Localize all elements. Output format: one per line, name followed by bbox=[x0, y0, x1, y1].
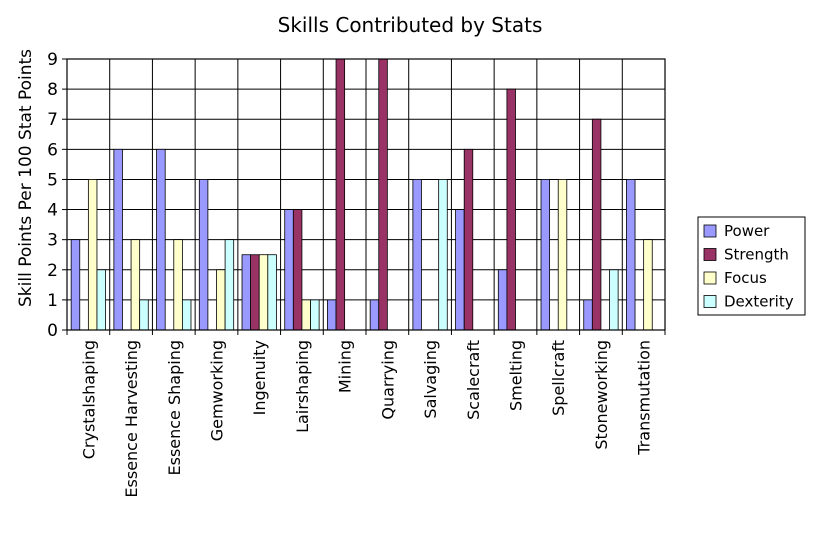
legend-swatch bbox=[703, 248, 717, 261]
y-tick-label: 7 bbox=[47, 110, 58, 130]
gridlines bbox=[67, 58, 665, 331]
bar-dexterity-essence-harvesting bbox=[139, 299, 149, 331]
bar-dexterity-ingenuity bbox=[267, 254, 277, 331]
bar-strength-smelting bbox=[506, 88, 516, 331]
bar-dexterity-stoneworking bbox=[609, 269, 619, 331]
x-tick-label: Mining bbox=[336, 340, 355, 393]
bar-strength-quarrying bbox=[378, 58, 388, 331]
x-tick-label: Essence Harvesting bbox=[122, 340, 141, 498]
x-tick-label: Spellcraft bbox=[549, 340, 568, 416]
bar-dexterity-salvaging bbox=[438, 179, 448, 331]
x-tick-label: Transmutation bbox=[635, 340, 654, 456]
y-tick-label: 0 bbox=[47, 321, 58, 341]
bar-power-essence-shaping bbox=[156, 148, 166, 331]
x-tick-label: Crystalshaping bbox=[79, 340, 98, 459]
bar-focus-lairshaping bbox=[301, 299, 311, 331]
bar-dexterity-crystalshaping bbox=[96, 269, 106, 331]
bar-power-crystalshaping bbox=[70, 239, 81, 331]
bar-dexterity-lairshaping bbox=[310, 299, 320, 331]
x-tick-label: Quarrying bbox=[378, 340, 397, 420]
bars bbox=[70, 58, 653, 331]
bar-focus-ingenuity bbox=[258, 254, 269, 331]
x-tick-label: Essence Shaping bbox=[165, 340, 184, 476]
bar-power-gemworking bbox=[198, 179, 209, 331]
bar-focus-essence-harvesting bbox=[130, 239, 141, 331]
y-tick-label: 8 bbox=[47, 80, 58, 100]
bar-strength-scalecraft bbox=[463, 148, 474, 331]
bar-power-quarrying bbox=[369, 299, 380, 331]
x-tick-label: Salvaging bbox=[421, 340, 440, 419]
y-tick-label: 6 bbox=[47, 140, 58, 160]
x-tick-labels: Crystalshaping Essence Harvesting Essence … bbox=[79, 340, 653, 498]
bar-power-scalecraft bbox=[455, 209, 465, 331]
bar-dexterity-gemworking bbox=[224, 239, 235, 331]
bar-power-transmutation bbox=[626, 179, 636, 331]
x-tick-label: Ingenuity bbox=[250, 340, 269, 415]
y-tick-labels: 0 1 2 3 4 5 6 7 8 9 bbox=[47, 50, 58, 341]
legend-label: Power bbox=[724, 222, 770, 240]
bar-power-smelting bbox=[497, 269, 508, 331]
bar-power-salvaging bbox=[412, 179, 422, 331]
legend-label: Strength bbox=[724, 246, 789, 264]
legend: Power Strength Focus Dexterity bbox=[697, 216, 806, 316]
legend-label: Focus bbox=[724, 269, 767, 287]
x-tick-label: Scalecraft bbox=[464, 340, 483, 420]
bar-power-lairshaping bbox=[284, 209, 294, 331]
y-tick-label: 2 bbox=[47, 261, 58, 281]
bar-power-essence-harvesting bbox=[113, 148, 123, 331]
bar-focus-gemworking bbox=[216, 269, 226, 331]
bar-power-stoneworking bbox=[583, 299, 593, 331]
y-tick-label: 1 bbox=[47, 291, 58, 311]
bar-strength-ingenuity bbox=[250, 254, 260, 331]
x-tick-label: Stoneworking bbox=[592, 340, 611, 450]
bar-strength-lairshaping bbox=[292, 209, 303, 331]
y-tick-label: 9 bbox=[47, 50, 58, 70]
y-tick-label: 3 bbox=[47, 231, 58, 251]
legend-label: Dexterity bbox=[724, 293, 794, 311]
y-tick-label: 5 bbox=[47, 170, 58, 190]
bar-dexterity-essence-shaping bbox=[181, 299, 192, 331]
bar-focus-transmutation bbox=[643, 239, 653, 331]
bar-focus-crystalshaping bbox=[87, 179, 98, 331]
y-tick-label: 4 bbox=[47, 201, 58, 221]
legend-swatch bbox=[703, 295, 717, 308]
x-tick-label: Lairshaping bbox=[293, 340, 312, 433]
bar-power-spellcraft bbox=[540, 179, 551, 331]
axes bbox=[62, 58, 666, 335]
bar-focus-essence-shaping bbox=[173, 239, 183, 331]
bar-power-ingenuity bbox=[241, 254, 252, 331]
legend-swatch bbox=[703, 224, 717, 238]
x-tick-label: Gemworking bbox=[208, 340, 227, 441]
bar-strength-mining bbox=[335, 58, 346, 331]
bar-power-mining bbox=[327, 299, 337, 331]
chart-title: Skills Contributed by Stats bbox=[278, 13, 543, 37]
y-axis-label: Skill Points Per 100 Stat Points bbox=[16, 49, 36, 307]
legend-swatch bbox=[703, 271, 717, 285]
x-tick-label: Smelting bbox=[507, 340, 526, 411]
bar-strength-stoneworking bbox=[591, 118, 602, 331]
bar-focus-spellcraft bbox=[557, 179, 568, 331]
